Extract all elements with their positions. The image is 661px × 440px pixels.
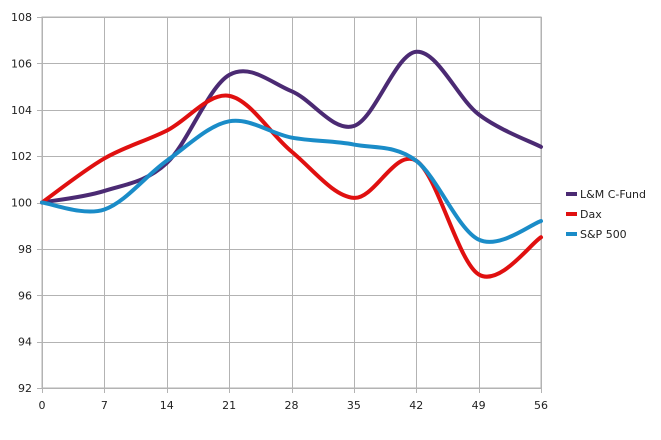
x-tick-label: 7: [101, 399, 108, 412]
data-point-dax: [352, 196, 356, 200]
data-point-dax: [102, 156, 106, 160]
data-point-l-m-c-fund: [102, 189, 106, 193]
legend-label-l-m-c-fund: L&M C-Fund: [580, 188, 646, 201]
legend: L&M C-Fund Dax S&P 500: [566, 188, 646, 241]
y-tick-label: 106: [11, 57, 32, 70]
data-point-dax: [539, 235, 543, 239]
data-point-s-p-500: [352, 143, 356, 147]
data-point-dax: [165, 129, 169, 133]
series-line-l-m-c-fund: [40, 49, 543, 205]
data-point-s-p-500: [165, 159, 169, 163]
data-point-s-p-500: [477, 238, 481, 242]
data-point-dax: [227, 94, 231, 98]
x-tick-label: 56: [534, 399, 548, 412]
axes: 0 7 14 21 28 35 42 49 56 92 94 96 98 100 102 104 106 108: [11, 11, 548, 412]
y-tick-label: 94: [18, 336, 32, 349]
x-tick-label: 42: [409, 399, 423, 412]
y-tick-label: 104: [11, 104, 32, 117]
x-tick-label: 14: [160, 399, 174, 412]
x-tick-label: 0: [39, 399, 46, 412]
data-point-s-p-500: [414, 159, 418, 163]
data-point-l-m-c-fund: [414, 50, 418, 54]
x-tick-label: 28: [285, 399, 299, 412]
grid: [41, 16, 542, 389]
data-point-dax: [290, 149, 294, 153]
data-point-l-m-c-fund: [477, 112, 481, 116]
legend-label-s-p-500: S&P 500: [580, 228, 627, 241]
data-point-dax: [477, 272, 481, 276]
x-tick-label: 35: [347, 399, 361, 412]
data-point-l-m-c-fund: [290, 89, 294, 93]
y-tick-label: 92: [18, 382, 32, 395]
y-tick-label: 102: [11, 150, 32, 163]
y-tick-label: 100: [11, 197, 32, 210]
x-tick-label: 49: [472, 399, 486, 412]
data-point-s-p-500: [227, 119, 231, 123]
y-tick-label: 108: [11, 11, 32, 24]
data-point-s-p-500: [102, 207, 106, 211]
series-lines: [40, 49, 543, 279]
y-tick-label: 96: [18, 289, 32, 302]
x-tick-label: 21: [222, 399, 236, 412]
data-point-l-m-c-fund: [352, 124, 356, 128]
y-tick-label: 98: [18, 243, 32, 256]
data-point-s-p-500: [290, 136, 294, 140]
data-point-s-p-500: [40, 201, 44, 205]
series-line-s-p-500: [40, 118, 543, 244]
data-point-l-m-c-fund: [227, 73, 231, 77]
legend-label-dax: Dax: [580, 208, 602, 221]
series-line-dax: [40, 93, 543, 279]
data-point-l-m-c-fund: [539, 145, 543, 149]
data-point-s-p-500: [539, 219, 543, 223]
